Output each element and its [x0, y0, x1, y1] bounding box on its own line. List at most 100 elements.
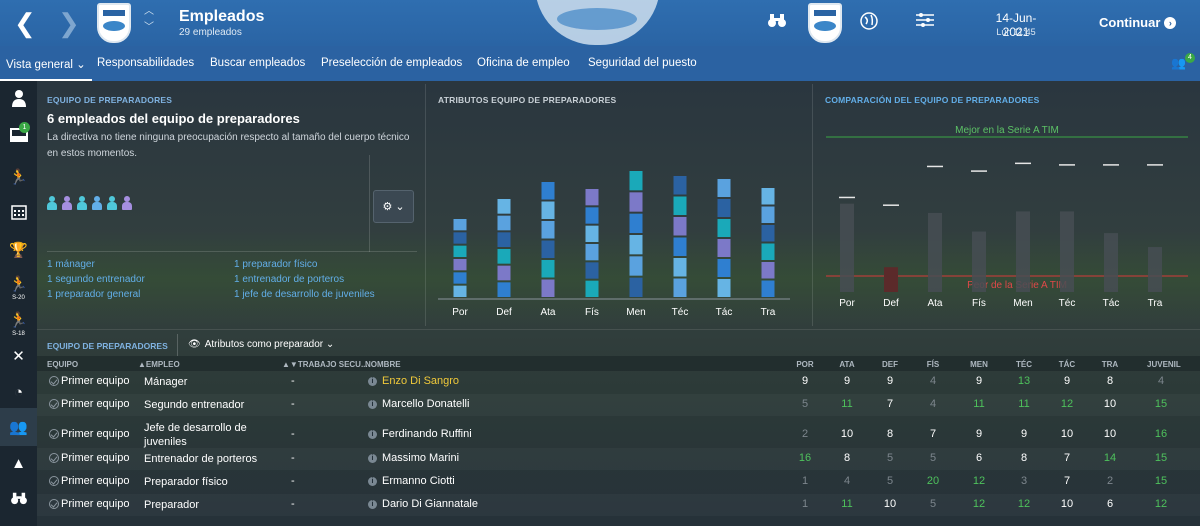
- info-icon[interactable]: i: [368, 400, 377, 409]
- checkmark-icon[interactable]: [49, 499, 59, 509]
- tab-responsabilidades[interactable]: Responsabilidades: [97, 57, 195, 69]
- table-row[interactable]: Primer equipo Mánager - i Enzo Di Sangro 9 9 9 4…: [37, 371, 1200, 393]
- club-crest-right[interactable]: [808, 3, 842, 43]
- cell-name[interactable]: Enzo Di Sangro: [382, 375, 460, 387]
- inbox-icon: [9, 128, 28, 146]
- globe-icon[interactable]: [860, 12, 878, 35]
- col-header-attr[interactable]: POR: [796, 360, 814, 369]
- col-header-secondary[interactable]: ▲▼TRABAJO SECU...: [282, 360, 368, 369]
- tab-oficina-empleo[interactable]: Oficina de empleo: [477, 57, 570, 69]
- staff-view-icon: ⚙: [382, 201, 393, 213]
- role-link-manager[interactable]: 1 mánager: [47, 259, 95, 270]
- col-header-attr[interactable]: ATA: [839, 360, 855, 369]
- info-icon[interactable]: i: [368, 377, 377, 386]
- col-header-attr[interactable]: DEF: [882, 360, 898, 369]
- col-header-name[interactable]: NOMBRE: [365, 360, 401, 369]
- tab-seguridad-puesto[interactable]: Seguridad del puesto: [588, 57, 697, 69]
- cell-name[interactable]: Ferdinando Ruffini: [382, 427, 472, 440]
- cell-name[interactable]: Ermanno Ciotti: [382, 475, 455, 487]
- sidebar-item-staff[interactable]: 👥: [0, 408, 37, 446]
- comparison-bar: [884, 267, 898, 292]
- cell-name[interactable]: Massimo Marini: [382, 452, 460, 464]
- bar-segment: [453, 285, 467, 297]
- info-icon[interactable]: i: [368, 477, 377, 486]
- role-link-assistant[interactable]: 1 segundo entrenador: [47, 274, 145, 285]
- cell-attr-value: 8: [1020, 452, 1028, 464]
- sidebar-item-squad[interactable]: 🏃: [0, 158, 37, 196]
- bar-segment: [585, 280, 599, 297]
- role-link-youth-head[interactable]: 1 jefe de desarrollo de juveniles: [234, 289, 375, 300]
- divider: [369, 155, 370, 252]
- cell-attr-value: 5: [801, 398, 809, 410]
- col-header-team[interactable]: EQUIPO: [47, 360, 79, 369]
- info-icon[interactable]: i: [368, 454, 377, 463]
- checkmark-icon[interactable]: [49, 399, 59, 409]
- col-header-attr[interactable]: TRA: [1101, 360, 1119, 369]
- tab-buscar-empleados[interactable]: Buscar empleados: [210, 57, 306, 69]
- bar-segment: [761, 280, 775, 297]
- club-crest[interactable]: [97, 3, 131, 43]
- sidebar-item-u18[interactable]: 🏃 S-18: [0, 301, 37, 339]
- info-icon[interactable]: i: [368, 429, 377, 439]
- tab-vista-general[interactable]: Vista general ⌄: [0, 59, 92, 82]
- bar-segment: [717, 219, 731, 237]
- cell-job: Jefe de desarrollo de juveniles: [144, 422, 247, 448]
- panel-divider: [425, 84, 426, 326]
- col-header-attr[interactable]: TÉC: [1016, 360, 1032, 369]
- sidebar-item-schedule[interactable]: [0, 195, 37, 233]
- cell-name[interactable]: Dario Di Giannatale: [382, 498, 478, 510]
- sidebar-item-training-cone[interactable]: ▲: [0, 444, 37, 482]
- forward-arrow-icon[interactable]: ❯: [58, 8, 80, 38]
- sidebar-item-u20[interactable]: 🏃 S-20: [0, 265, 37, 303]
- back-arrow-icon[interactable]: ❮: [14, 8, 36, 38]
- sidebar-item-inbox[interactable]: 1: [0, 118, 37, 156]
- cell-attr-value: 6: [975, 452, 983, 464]
- col-header-attr[interactable]: FÍS: [926, 360, 940, 369]
- bar-segment: [761, 262, 775, 279]
- attributes-stacked-bar-chart: Por Def Ata Fís Men Téc Tác Tra: [438, 171, 790, 318]
- settings-sliders-icon[interactable]: [915, 12, 935, 33]
- bar-segment: [453, 232, 467, 244]
- bar-segment: [497, 249, 511, 264]
- updown-arrows-icon[interactable]: ︿ ﹀: [144, 6, 154, 33]
- table-row[interactable]: Primer equipo Segundo entrenador - i Marcell…: [37, 394, 1200, 416]
- continue-button[interactable]: Continuar ›: [1099, 15, 1177, 30]
- comparison-bar: [1104, 233, 1118, 292]
- table-row[interactable]: Primer equipo Preparador físico - i Ermanno …: [37, 471, 1200, 493]
- sidebar-item-profile[interactable]: [0, 81, 37, 119]
- col-header-attr[interactable]: JUVENIL: [1147, 360, 1181, 369]
- view-mode-button[interactable]: ⚙ ⌄: [373, 190, 414, 223]
- col-header-attr[interactable]: MEN: [970, 360, 988, 369]
- checkmark-icon[interactable]: [49, 428, 59, 439]
- sidebar-item-tactics[interactable]: ✕: [0, 337, 37, 375]
- col-header-attr[interactable]: TÁC: [1058, 360, 1076, 369]
- checkmark-icon[interactable]: [49, 376, 59, 386]
- col-header-job[interactable]: ▲EMPLEO: [138, 360, 180, 369]
- table-row[interactable]: Primer equipo Jefe de desarrollo de juveni…: [37, 421, 1200, 448]
- calendar-icon: [10, 204, 27, 224]
- role-link-gk-coach[interactable]: 1 entrenador de porteros: [234, 274, 345, 285]
- people-badge: 4: [1185, 53, 1195, 63]
- binoculars-icon[interactable]: [767, 12, 787, 33]
- sidebar-item-training[interactable]: ◔: [0, 373, 37, 411]
- cell-attr-value: 4: [1157, 375, 1165, 387]
- tab-preseleccion[interactable]: Preselección de empleados: [321, 57, 463, 69]
- cell-name[interactable]: Marcello Donatelli: [382, 398, 470, 410]
- table-row[interactable]: Primer equipo Entrenador de porteros - i Mas…: [37, 448, 1200, 470]
- role-link-fitness[interactable]: 1 preparador físico: [234, 259, 318, 270]
- role-link-coach[interactable]: 1 preparador general: [47, 289, 141, 300]
- table-row[interactable]: Primer equipo Preparador - i Dario Di Gianna…: [37, 494, 1200, 516]
- bar-segment: [585, 207, 599, 224]
- attribute-view-dropdown[interactable]: 👁 Atributos como preparador ⌄: [188, 339, 334, 350]
- checkmark-icon[interactable]: [49, 453, 59, 463]
- staff-count-icons: [47, 196, 132, 210]
- x-tick-label: Ata: [927, 298, 942, 309]
- cell-attr-value: 8: [1106, 375, 1114, 387]
- people-button[interactable]: 👥 4: [1171, 53, 1195, 72]
- running-player-icon: 🏃: [9, 169, 28, 186]
- sidebar-item-scouting[interactable]: [0, 481, 37, 519]
- info-icon[interactable]: i: [368, 500, 377, 509]
- sidebar-item-competitions[interactable]: 🏆: [0, 231, 37, 269]
- checkmark-icon[interactable]: [49, 476, 59, 486]
- bar-segment: [497, 265, 511, 281]
